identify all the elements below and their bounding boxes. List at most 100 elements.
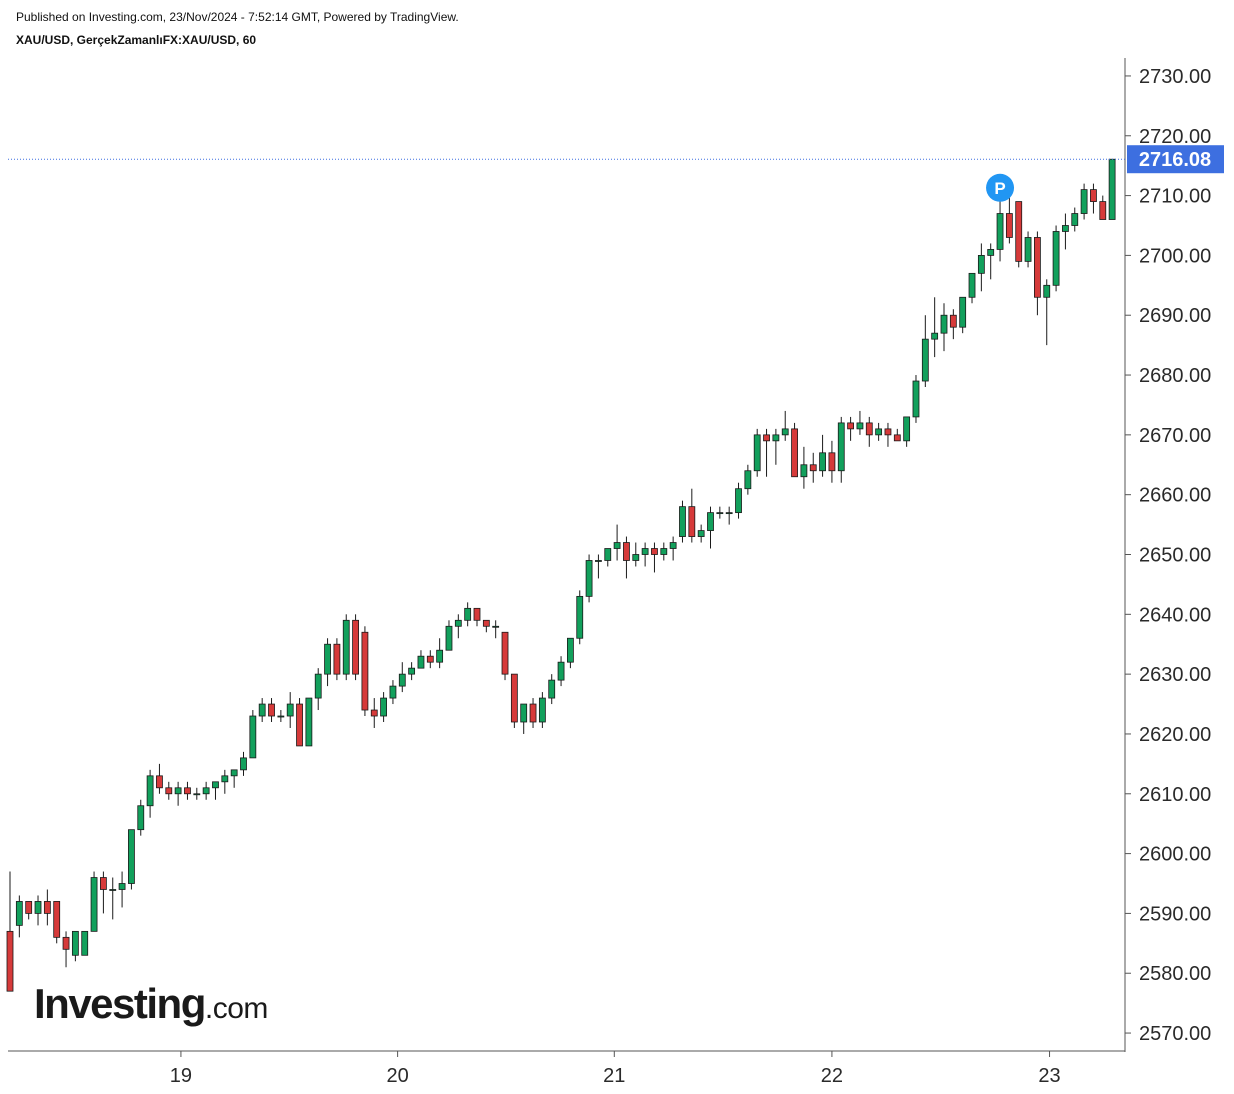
candle-body xyxy=(660,548,668,555)
candle-body xyxy=(221,775,229,783)
candle-body xyxy=(977,255,985,274)
candle xyxy=(352,614,359,681)
candle-body xyxy=(520,703,528,723)
candle xyxy=(501,631,509,681)
candle-body xyxy=(763,434,770,442)
candle-body xyxy=(1071,213,1079,226)
candle-body xyxy=(146,775,154,807)
candle-body xyxy=(707,512,714,531)
candle-body xyxy=(697,530,705,537)
candle xyxy=(268,698,275,722)
candle-body xyxy=(510,673,518,723)
candle-body xyxy=(735,488,742,514)
candle-body xyxy=(118,883,126,890)
candle-body xyxy=(240,757,247,771)
x-tick-label: 19 xyxy=(170,1065,192,1087)
candle-body xyxy=(90,877,98,932)
candle xyxy=(380,692,388,722)
candle xyxy=(510,673,518,728)
candle xyxy=(1099,195,1107,220)
candle-body xyxy=(426,655,434,663)
candle xyxy=(847,416,854,441)
investing-logo: Investing.com xyxy=(34,980,268,1028)
y-tick-label: 2650.00 xyxy=(1139,545,1211,567)
candle-body xyxy=(847,422,854,430)
candle-body xyxy=(454,619,462,627)
candle xyxy=(128,829,135,890)
candle-body xyxy=(128,829,135,884)
y-tick-label: 2610.00 xyxy=(1139,784,1211,806)
candle xyxy=(781,410,789,441)
candle xyxy=(193,787,201,800)
candle-body xyxy=(184,787,191,795)
candle-body xyxy=(753,434,761,472)
candle-body xyxy=(949,314,957,328)
candle xyxy=(977,243,985,292)
candle xyxy=(744,464,752,495)
candle-body xyxy=(791,428,798,478)
candle-body xyxy=(1062,225,1069,232)
candle xyxy=(249,710,257,759)
candle-body xyxy=(492,625,500,628)
x-tick-label: 21 xyxy=(603,1065,625,1087)
y-axis: 2570.00 2580.00 2590.00 2600.00 2610.00 2620.… xyxy=(1124,58,1211,1052)
candle-body xyxy=(398,673,406,687)
candle-body xyxy=(361,631,369,711)
candle xyxy=(772,428,780,465)
candle-body xyxy=(632,554,640,561)
candle-body xyxy=(651,548,658,555)
candle xyxy=(837,416,845,483)
y-tick-label: 2700.00 xyxy=(1139,245,1211,267)
candle xyxy=(454,614,462,639)
candle-body xyxy=(641,548,649,555)
candle-body xyxy=(959,296,967,328)
candle xyxy=(1062,213,1069,250)
p-marker-icon[interactable]: P xyxy=(986,173,1015,202)
last-price-badge xyxy=(1127,145,1224,174)
candle-body xyxy=(623,542,630,561)
candle-body xyxy=(277,715,285,718)
y-tick-label: 2720.00 xyxy=(1139,126,1211,148)
candle-body xyxy=(688,506,696,537)
candle-body xyxy=(408,667,416,675)
candle xyxy=(903,416,911,447)
candle-body xyxy=(445,625,453,651)
candle xyxy=(436,638,444,669)
candle xyxy=(1005,195,1013,244)
candle xyxy=(595,554,602,579)
candle-body xyxy=(903,416,911,442)
candle-body xyxy=(296,703,303,747)
candle-body xyxy=(212,781,219,789)
candle xyxy=(398,662,406,693)
candle-body xyxy=(258,703,266,717)
y-tick-label: 2690.00 xyxy=(1139,305,1211,327)
candle xyxy=(763,428,770,477)
candle-body xyxy=(679,506,686,537)
candle xyxy=(604,548,612,567)
candle xyxy=(492,620,500,639)
candle xyxy=(641,542,649,567)
candle xyxy=(370,698,378,728)
candle-body xyxy=(884,428,892,436)
candle xyxy=(688,488,696,543)
candle-body xyxy=(53,901,61,938)
candle-body xyxy=(828,452,836,472)
y-tick-label: 2620.00 xyxy=(1139,724,1211,746)
y-tick-label: 2580.00 xyxy=(1139,963,1211,985)
published-info: Published on Investing.com, 23/Nov/2024 … xyxy=(16,10,459,24)
candle-body xyxy=(43,901,51,914)
overlay: 2716.08 P xyxy=(8,145,1224,202)
candle xyxy=(921,315,929,388)
candle xyxy=(996,195,1004,262)
candle xyxy=(632,542,640,567)
candle-body xyxy=(557,661,565,681)
candle-body xyxy=(567,637,574,663)
candle-body xyxy=(716,512,724,515)
p-marker-label: P xyxy=(994,179,1005,198)
x-tick-label: 22 xyxy=(821,1065,843,1087)
candle-body xyxy=(62,936,70,950)
x-tick-label: 20 xyxy=(386,1065,408,1087)
candle xyxy=(184,781,191,800)
candle xyxy=(557,656,565,687)
